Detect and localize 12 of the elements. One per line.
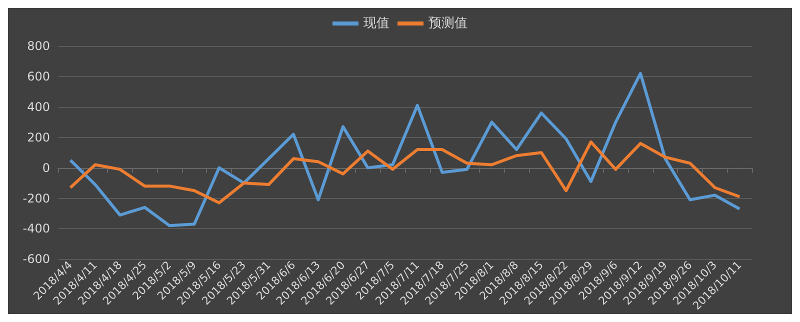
legend-label: 预测值 [428, 16, 468, 31]
y-tick-label: -600 [22, 252, 50, 266]
y-tick-label: -200 [22, 191, 50, 206]
legend-label: 现值 [364, 16, 390, 31]
y-tick-label: 400 [27, 100, 50, 114]
line-series [68, 72, 742, 228]
y-tick-label: -400 [22, 222, 50, 236]
y-tick-label: 0 [42, 160, 50, 175]
line-series [68, 140, 742, 204]
y-tick-label: 600 [27, 69, 50, 84]
y-tick-label: 200 [27, 130, 50, 144]
y-tick-label: 800 [27, 39, 50, 53]
